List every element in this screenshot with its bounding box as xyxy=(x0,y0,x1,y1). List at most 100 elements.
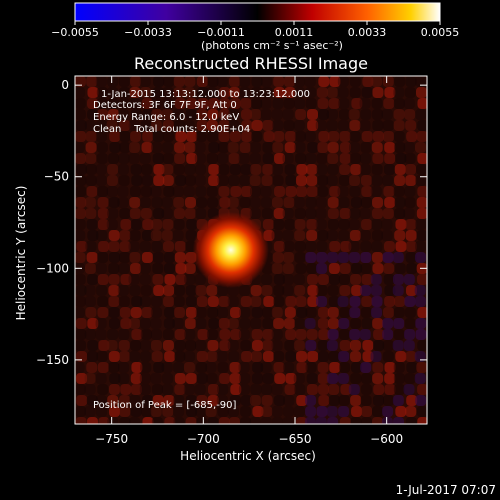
texture-cell xyxy=(349,76,361,87)
texture-cell xyxy=(416,164,427,175)
texture-cell xyxy=(261,175,273,186)
texture-cell xyxy=(262,142,274,153)
texture-cell xyxy=(129,186,141,197)
texture-cell xyxy=(339,131,351,142)
x-axis-ticks: −750 −700 −650 −600 xyxy=(95,76,403,446)
texture-cell xyxy=(404,186,416,197)
texture-cell xyxy=(328,395,340,406)
texture-cell xyxy=(360,263,372,274)
texture-cell xyxy=(339,362,351,373)
texture-cell xyxy=(195,285,207,296)
texture-cell xyxy=(306,109,318,120)
texture-cell xyxy=(86,395,98,406)
colorbar-label: (photons cm⁻² s⁻¹ asec⁻²) xyxy=(201,39,343,52)
texture-cell xyxy=(229,395,241,406)
texture-cell xyxy=(119,230,131,241)
texture-cell xyxy=(75,406,86,417)
texture-cell xyxy=(284,384,296,395)
texture-cell xyxy=(207,76,219,87)
texture-cell xyxy=(141,164,153,175)
texture-cell xyxy=(207,395,219,406)
annotation-method-counts: Clean Total counts: 2.90E+04 xyxy=(93,124,250,135)
texture-cell xyxy=(96,406,108,417)
y-axis-label: Heliocentric Y (arcsec) xyxy=(14,186,28,321)
texture-cell xyxy=(393,318,405,329)
colorbar: −0.0055 −0.0033 −0.0011 0.0011 0.0033 0.0055 … xyxy=(51,2,459,52)
texture-cell xyxy=(75,76,86,87)
texture-cell xyxy=(249,153,261,164)
texture-cell xyxy=(150,186,162,197)
texture-cell xyxy=(361,87,373,98)
texture-cell xyxy=(360,175,372,186)
texture-cell xyxy=(403,274,415,285)
texture-cell xyxy=(273,351,285,362)
texture-cell xyxy=(184,164,196,175)
texture-cell xyxy=(339,153,351,164)
texture-cell xyxy=(108,307,120,318)
texture-cell xyxy=(294,241,306,252)
texture-cell xyxy=(184,208,196,219)
texture-cell xyxy=(97,252,109,263)
texture-cell xyxy=(371,164,383,175)
texture-cell xyxy=(173,76,185,87)
texture-cell xyxy=(174,373,186,384)
texture-cell xyxy=(120,318,132,329)
texture-cell xyxy=(293,274,305,285)
texture-cell xyxy=(318,329,330,340)
texture-cell xyxy=(283,197,295,208)
texture-cell xyxy=(251,340,263,351)
texture-cell xyxy=(327,417,339,424)
texture-cell xyxy=(296,395,308,406)
texture-cell xyxy=(208,164,220,175)
texture-cell xyxy=(161,362,173,373)
texture-cell xyxy=(140,351,152,362)
texture-cell xyxy=(395,406,407,417)
texture-cell xyxy=(139,318,151,329)
texture-cell xyxy=(415,87,427,98)
texture-cell xyxy=(75,109,86,120)
texture-cell xyxy=(337,296,349,307)
texture-cell xyxy=(394,76,406,87)
texture-cell xyxy=(186,406,198,417)
texture-cell xyxy=(274,186,286,197)
texture-cell xyxy=(415,109,427,120)
texture-cell xyxy=(371,208,383,219)
texture-cell xyxy=(316,252,328,263)
texture-cell xyxy=(406,362,418,373)
texture-cell xyxy=(142,230,154,241)
texture-cell xyxy=(337,186,349,197)
texture-cell xyxy=(317,340,329,351)
texture-cell xyxy=(274,153,286,164)
texture-cell xyxy=(106,175,118,186)
texture-cell xyxy=(108,285,120,296)
texture-cell xyxy=(153,208,165,219)
texture-cell xyxy=(414,296,426,307)
texture-cell xyxy=(359,120,371,131)
texture-cell xyxy=(315,219,327,230)
texture-cell xyxy=(239,197,251,208)
texture-cell xyxy=(271,384,283,395)
texture-cell xyxy=(329,241,341,252)
texture-cell xyxy=(117,164,129,175)
texture-cell xyxy=(139,197,151,208)
texture-cell xyxy=(75,384,86,395)
texture-cell xyxy=(241,120,253,131)
texture-cell xyxy=(140,186,152,197)
texture-cell xyxy=(151,142,163,153)
texture-cell xyxy=(262,351,274,362)
texture-cell xyxy=(240,406,252,417)
texture-cell xyxy=(382,175,394,186)
texture-cell xyxy=(206,351,218,362)
texture-cell xyxy=(195,340,207,351)
texture-cell xyxy=(239,142,251,153)
texture-cell xyxy=(151,417,163,424)
x-tick-label: −700 xyxy=(187,432,220,446)
texture-cell xyxy=(118,296,130,307)
texture-cell xyxy=(293,406,305,417)
texture-cell xyxy=(118,263,130,274)
texture-cell xyxy=(251,120,263,131)
texture-cell xyxy=(261,274,273,285)
texture-cell xyxy=(196,76,208,87)
texture-cell xyxy=(106,186,118,197)
texture-cell xyxy=(118,76,130,87)
